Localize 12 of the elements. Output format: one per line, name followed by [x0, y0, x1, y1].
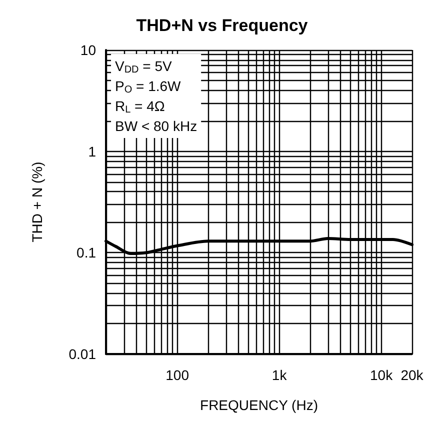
x-tick-label: 100 — [166, 367, 190, 383]
x-tick-label: 10k — [370, 367, 394, 383]
x-axis-title: FREQUENCY (Hz) — [200, 397, 318, 413]
x-tick-label: 20k — [400, 367, 424, 383]
annotation: BW < 80 kHz — [115, 118, 198, 134]
y-tick-label: 1 — [88, 143, 96, 160]
y-tick-label: 0.1 — [76, 244, 96, 261]
y-tick-label: 10 — [80, 42, 96, 58]
chart-title: THD+N vs Frequency — [136, 16, 308, 35]
y-tick-label: 0.01 — [68, 346, 96, 362]
y-axis-title: THD + N (%) — [29, 162, 45, 242]
x-tick-label: 1k — [272, 367, 288, 383]
